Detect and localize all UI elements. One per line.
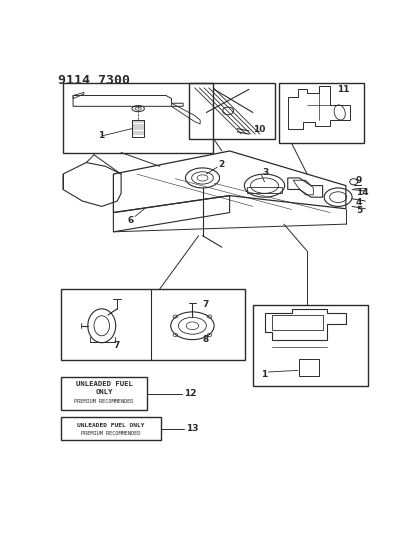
- Bar: [63, 83, 213, 152]
- Bar: [62, 377, 147, 410]
- Text: UNLEADED FUEL: UNLEADED FUEL: [76, 381, 132, 387]
- Text: 14: 14: [356, 188, 369, 197]
- Text: UNLEADED FUEL ONLY: UNLEADED FUEL ONLY: [77, 423, 145, 427]
- Text: 11: 11: [337, 85, 349, 94]
- Text: 4: 4: [356, 198, 363, 207]
- Bar: [189, 83, 275, 140]
- Bar: [132, 120, 144, 137]
- Text: 7: 7: [203, 301, 209, 310]
- Text: 9114 7300: 9114 7300: [58, 74, 129, 87]
- Bar: [253, 305, 367, 386]
- Text: 3: 3: [262, 168, 268, 177]
- Text: 13: 13: [186, 424, 199, 433]
- Text: ONLY: ONLY: [95, 389, 113, 395]
- Text: 6: 6: [127, 216, 134, 225]
- Text: 8: 8: [203, 335, 209, 344]
- Text: 1: 1: [261, 370, 267, 379]
- Bar: [62, 289, 245, 360]
- Text: 9: 9: [356, 176, 363, 185]
- Bar: [299, 359, 319, 376]
- Bar: [247, 187, 282, 193]
- Text: 5: 5: [356, 206, 362, 215]
- Text: PREMIUM RECOMMENDED: PREMIUM RECOMMENDED: [81, 431, 141, 436]
- Bar: [279, 83, 365, 143]
- Text: 1: 1: [98, 131, 104, 140]
- Text: 12: 12: [184, 389, 196, 398]
- Text: 7: 7: [113, 341, 120, 350]
- Text: PREMIUM RECOMMENDED: PREMIUM RECOMMENDED: [74, 399, 134, 403]
- Bar: [62, 417, 161, 440]
- Text: 10: 10: [253, 125, 265, 134]
- Text: 2: 2: [218, 160, 224, 169]
